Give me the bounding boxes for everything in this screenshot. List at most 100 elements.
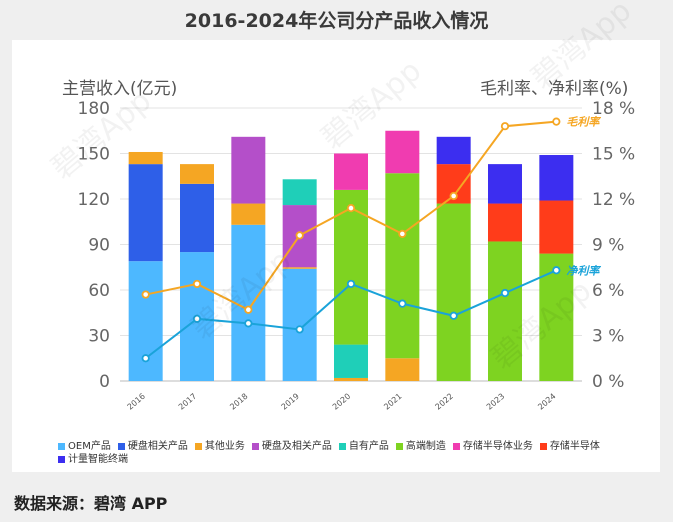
y-tick-label-right: 0 % [592, 372, 624, 392]
legend-label: OEM产品 [68, 441, 111, 452]
legend-label: 自有产品 [348, 441, 389, 452]
x-tick-label: 2017 [177, 392, 198, 412]
legend-swatch [395, 442, 403, 450]
x-tick-label: 2018 [228, 392, 249, 412]
bar-segment [488, 164, 522, 204]
bar-segment [128, 151, 163, 165]
series-point [295, 325, 304, 334]
series-point [398, 299, 407, 308]
legend-label: 硬盘相关产品 [127, 441, 188, 452]
legend-item: 自有产品 [338, 440, 389, 453]
series-point [552, 266, 561, 275]
legend-swatch [194, 442, 202, 450]
bar-segment [128, 164, 163, 262]
y-tick-label-right: 6 % [592, 281, 624, 301]
series-point [449, 311, 458, 320]
y-tick-label-right: 15 % [592, 145, 635, 165]
series-point [398, 229, 407, 238]
y-tick-label-right: 9 % [592, 236, 624, 256]
bar-segment [436, 136, 471, 165]
chart-svg: 0 30 60 90 120 150 180 0 % 3 % 6 % 9 % 12 % 15 % 18 %… [78, 99, 636, 412]
series-point [141, 290, 150, 299]
bar-segment [282, 179, 317, 206]
x-tick-label: 2020 [331, 392, 352, 412]
bar-segment [334, 344, 368, 378]
chart-panel: 主营收入(亿元) 毛利率、净利率(%) 0 30 60 90 120 150 180 0 % 3… [12, 40, 660, 472]
legend-swatch [539, 442, 547, 450]
legend-item: 其他业务 [194, 440, 245, 453]
legend-item: 计量智能终端 [58, 453, 128, 466]
bar-segment [334, 153, 368, 190]
legend-item: 硬盘及相关产品 [251, 440, 332, 453]
series-point [192, 314, 202, 323]
series-point [346, 279, 356, 289]
bar-segment [385, 130, 420, 174]
series-point [552, 117, 561, 126]
legend-label: 其他业务 [204, 441, 245, 452]
legend-item: 硬盘相关产品 [117, 440, 188, 453]
x-tick-label: 2021 [382, 392, 403, 412]
y-tick-label-left: 180 [78, 99, 110, 119]
bar-segment [488, 203, 522, 242]
bar-segment [539, 200, 574, 254]
bar-segment [488, 241, 522, 381]
series-point [244, 305, 253, 314]
bar-segment [282, 268, 317, 381]
legend-swatch [338, 442, 346, 450]
y-tick-label-right: 3 % [592, 327, 624, 347]
legend-item: 存储半导体业务 [452, 440, 533, 453]
legend-item: 存储半导体 [539, 440, 600, 453]
series-point [346, 204, 356, 213]
bar-segment [128, 261, 163, 381]
y-tick-label-left: 150 [78, 145, 110, 165]
legend-item: OEM产品 [58, 440, 111, 453]
legend-label: 存储半导体业务 [462, 441, 533, 452]
legend-swatch [251, 442, 259, 450]
right-axis-title: 毛利率、净利率(%) [480, 79, 629, 99]
x-tick-label: 2016 [126, 392, 147, 412]
bar-segment [539, 155, 574, 201]
series-point [449, 191, 458, 201]
legend-label: 计量智能终端 [68, 454, 128, 465]
source-note: 数据来源：碧湾 APP [14, 494, 168, 513]
bar-segment [282, 267, 317, 269]
y-tick-label-left: 120 [78, 190, 110, 210]
bar-segment [385, 358, 420, 381]
series-point [141, 354, 150, 363]
y-tick-label-left: 60 [88, 281, 110, 301]
legend-label: 存储半导体 [549, 441, 600, 452]
x-tick-label: 2022 [434, 392, 455, 412]
y-tick-label-left: 30 [88, 327, 110, 347]
legend-item: 高端制造 [395, 440, 446, 453]
bar-segment [231, 136, 266, 204]
series-point [244, 319, 253, 328]
series-point [500, 288, 510, 298]
legend-swatch [452, 442, 460, 450]
legend-swatch [58, 455, 65, 463]
x-tick-label: 2024 [536, 392, 557, 412]
bar-segment [334, 189, 368, 345]
y-tick-label-left: 90 [88, 236, 110, 256]
bar-segment [180, 183, 214, 253]
bar-segment [334, 377, 368, 381]
series-point [500, 122, 510, 131]
x-tick-label: 2019 [280, 392, 301, 412]
legend-swatch [117, 442, 125, 450]
y-tick-label-right: 18 % [592, 99, 635, 119]
left-axis-title: 主营收入(亿元) [62, 79, 178, 99]
series-point [192, 279, 202, 289]
legend-swatch [58, 442, 65, 450]
chart-title: 2016-2024年公司分产品收入情况 [184, 10, 489, 32]
bar-segment [436, 203, 471, 381]
line-label: 净利率 [566, 264, 601, 277]
legend-label: 高端制造 [405, 441, 446, 452]
legend: OEM产品 硬盘相关产品 其他业务 硬盘及相关产品 自有产品 高端制造 存储半导体业务 存储半… [58, 440, 648, 466]
bar-segment [231, 224, 266, 381]
bar-segment [180, 164, 214, 184]
x-tick-label: 2023 [485, 392, 506, 412]
y-tick-label-left: 0 [99, 372, 110, 392]
legend-label: 硬盘及相关产品 [261, 441, 332, 452]
line-label: 毛利率 [566, 116, 601, 129]
bar-segment [231, 203, 266, 225]
y-tick-label-right: 12 % [592, 190, 635, 210]
